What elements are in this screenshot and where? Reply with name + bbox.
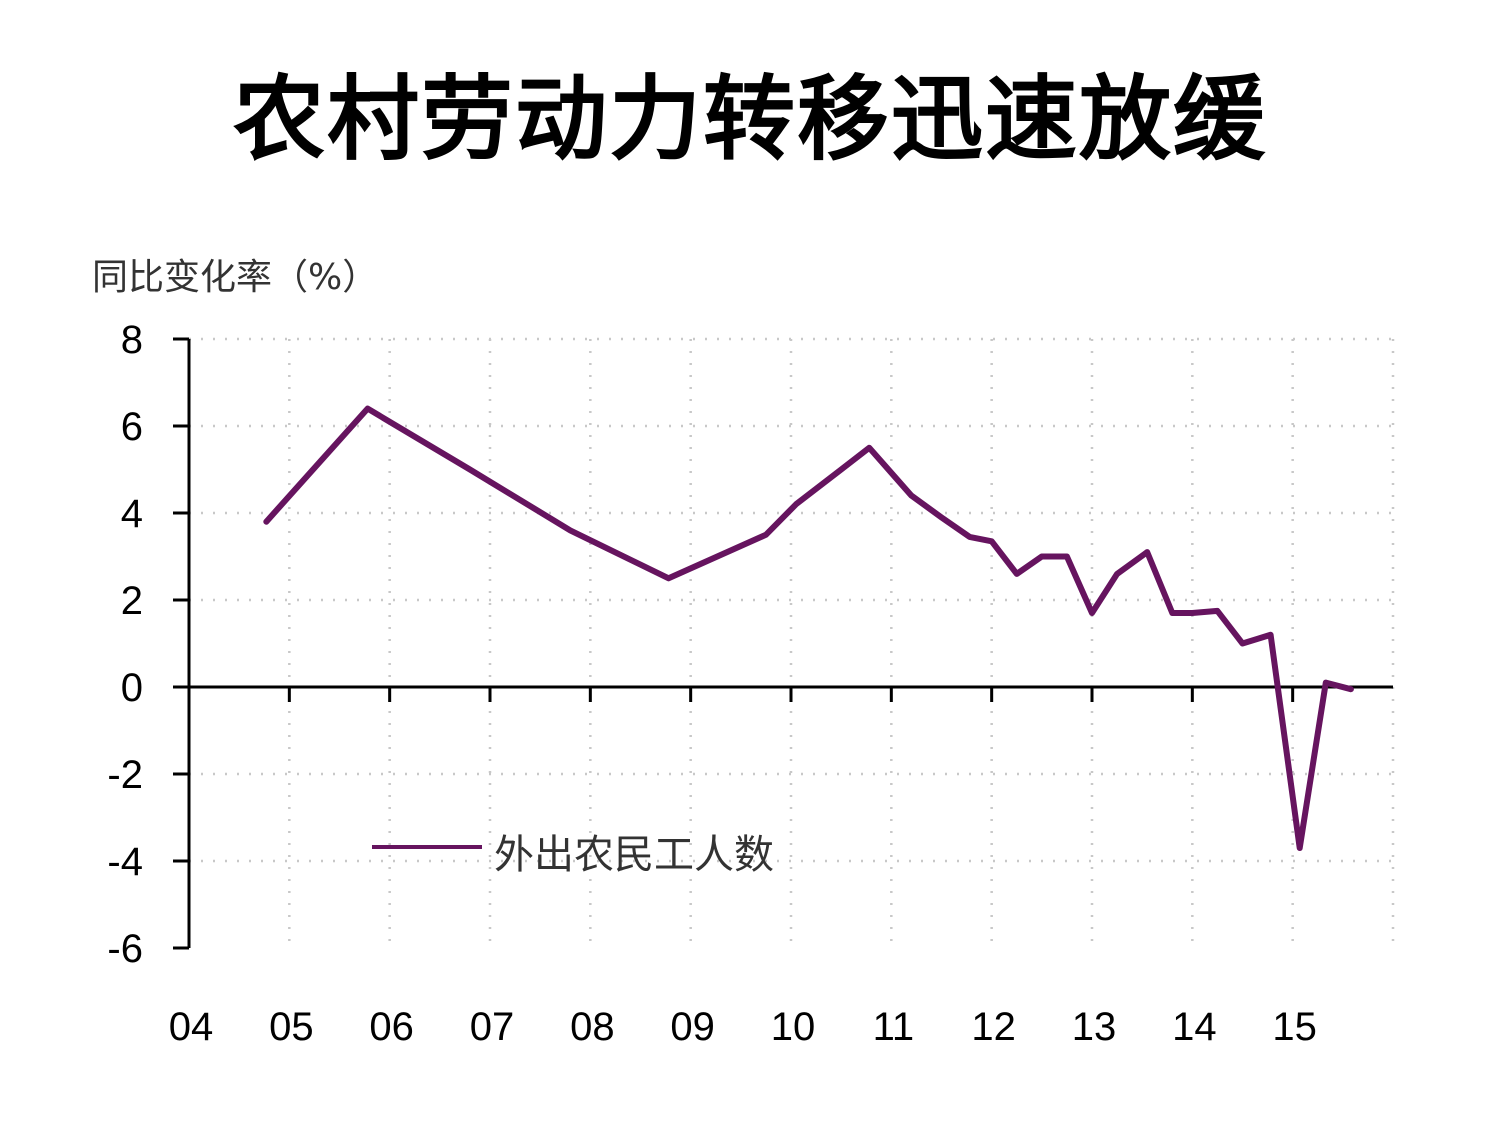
y-tick-label: 6 [121,405,143,449]
x-tick-label: 12 [971,1005,1016,1049]
y-tick-label: 0 [121,666,143,710]
legend: 外出农民工人数 [372,832,774,878]
y-tick-label: -4 [107,840,143,884]
y-tick-label: 8 [121,318,143,362]
y-tick-label: -2 [107,753,143,797]
y-tick-label: 4 [121,492,143,536]
x-tick-label: 11 [873,1005,915,1049]
x-tick-label: 09 [670,1005,715,1049]
x-tick-label: 06 [369,1005,414,1049]
x-tick-label: 07 [470,1005,515,1049]
x-tick-label: 14 [1172,1005,1217,1049]
x-tick-label: 04 [169,1005,214,1049]
y-ticks: 8 6 4 2 0 -2 -4 -6 [107,318,189,971]
x-tick-label: 08 [570,1005,615,1049]
y-tick-label: -6 [107,927,143,971]
series-group [266,409,1351,848]
x-tick-label: 13 [1072,1005,1117,1049]
legend-label: 外出农民工人数 [494,832,774,878]
x-tick-label: 05 [269,1005,314,1049]
series-line [266,409,1351,848]
grid-lines [189,339,1393,948]
x-tick-label: 10 [771,1005,816,1049]
x-tick-label: 15 [1272,1005,1317,1049]
y-tick-label: 2 [121,579,143,623]
